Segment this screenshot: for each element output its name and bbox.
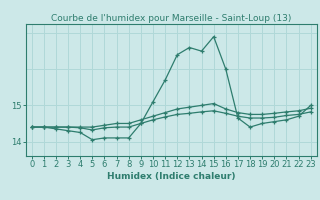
X-axis label: Humidex (Indice chaleur): Humidex (Indice chaleur) bbox=[107, 172, 236, 181]
Title: Courbe de l'humidex pour Marseille - Saint-Loup (13): Courbe de l'humidex pour Marseille - Sai… bbox=[51, 14, 292, 23]
